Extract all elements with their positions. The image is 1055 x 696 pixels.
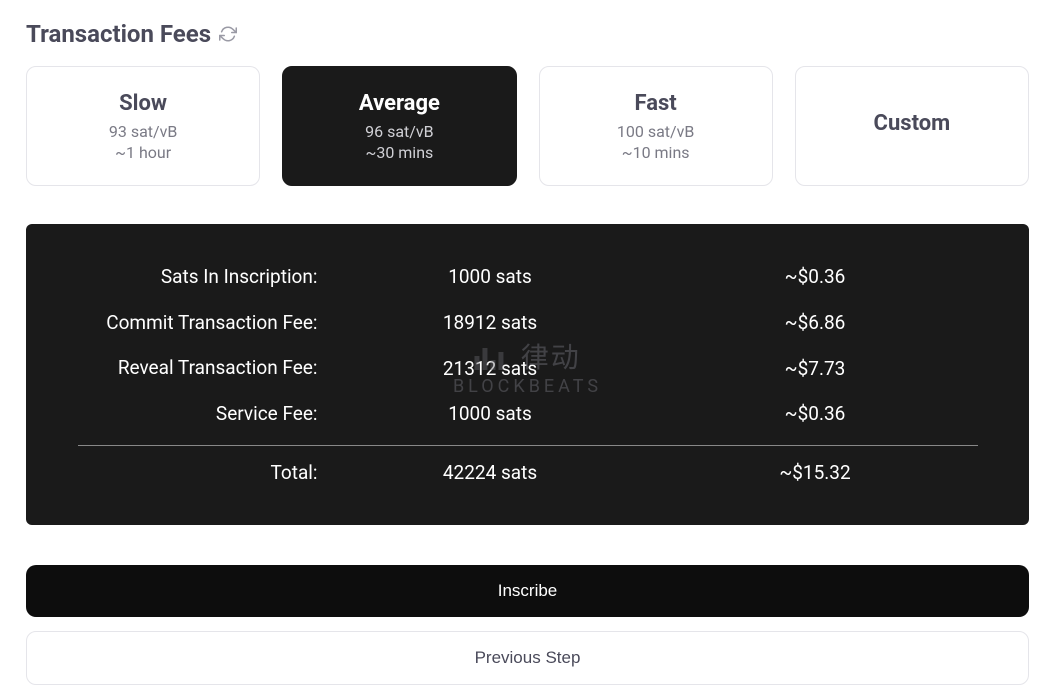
row-inscription: Sats In Inscription: 1000 sats ~$0.36	[78, 254, 978, 300]
inscribe-button[interactable]: Inscribe	[26, 565, 1029, 617]
fee-label: Slow	[37, 91, 249, 116]
actions: Inscribe Previous Step	[26, 565, 1029, 685]
fee-option-average[interactable]: Average 96 sat/vB ~30 mins	[282, 66, 516, 186]
row-label: Reveal Transaction Fee:	[78, 355, 328, 381]
row-sats: 1000 sats	[328, 265, 653, 288]
fee-option-custom[interactable]: Custom	[795, 66, 1029, 186]
fee-options: Slow 93 sat/vB ~1 hour Average 96 sat/vB…	[26, 66, 1029, 186]
fee-option-fast[interactable]: Fast 100 sat/vB ~10 mins	[539, 66, 773, 186]
row-commit: Commit Transaction Fee: 18912 sats ~$6.8…	[78, 300, 978, 346]
row-label: Sats In Inscription:	[78, 264, 328, 290]
row-total: Total: 42224 sats ~$15.32	[78, 450, 978, 496]
fee-time: ~10 mins	[550, 143, 762, 162]
fee-label: Custom	[806, 111, 1018, 136]
header: Transaction Fees	[26, 20, 1029, 48]
row-usd: ~$6.86	[653, 311, 978, 334]
row-sats: 1000 sats	[328, 402, 653, 425]
row-service: Service Fee: 1000 sats ~$0.36	[78, 391, 978, 437]
row-reveal: Reveal Transaction Fee: 21312 sats ~$7.7…	[78, 345, 978, 391]
fee-rate: 93 sat/vB	[37, 122, 249, 141]
row-usd: ~$7.73	[653, 357, 978, 380]
refresh-icon[interactable]	[219, 25, 237, 43]
fee-label: Fast	[550, 91, 762, 116]
row-sats: 18912 sats	[328, 311, 653, 334]
previous-step-button[interactable]: Previous Step	[26, 631, 1029, 685]
breakdown-divider	[78, 445, 978, 446]
row-label: Service Fee:	[78, 401, 328, 427]
page-title: Transaction Fees	[26, 20, 211, 48]
row-sats: 21312 sats	[328, 357, 653, 380]
row-sats: 42224 sats	[328, 461, 653, 484]
fee-label: Average	[293, 91, 505, 116]
fee-option-slow[interactable]: Slow 93 sat/vB ~1 hour	[26, 66, 260, 186]
fee-time: ~30 mins	[293, 143, 505, 162]
fee-rate: 96 sat/vB	[293, 122, 505, 141]
fee-time: ~1 hour	[37, 143, 249, 162]
row-label: Commit Transaction Fee:	[78, 310, 328, 336]
row-usd: ~$15.32	[653, 461, 978, 484]
fee-rate: 100 sat/vB	[550, 122, 762, 141]
row-usd: ~$0.36	[653, 265, 978, 288]
row-label: Total:	[78, 460, 328, 486]
row-usd: ~$0.36	[653, 402, 978, 425]
fee-breakdown-panel: 律动 BLOCKBEATS Sats In Inscription: 1000 …	[26, 224, 1029, 525]
